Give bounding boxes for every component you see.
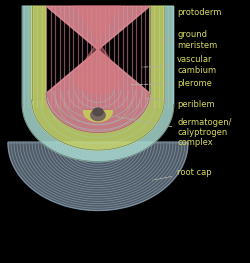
Polygon shape [22,6,174,161]
Text: vascular
cambium: vascular cambium [142,55,216,75]
Text: root cap: root cap [152,168,212,180]
Polygon shape [32,6,164,150]
Polygon shape [91,110,105,121]
Text: plerome: plerome [131,79,212,88]
Polygon shape [75,6,121,93]
Text: protoderm: protoderm [172,8,222,17]
Text: dermatogen/
calyptrogen
complex: dermatogen/ calyptrogen complex [116,117,232,148]
Text: periblem: periblem [146,98,215,109]
Polygon shape [93,108,103,116]
Polygon shape [84,111,112,122]
Polygon shape [46,6,150,133]
Text: ground
meristem: ground meristem [160,30,218,50]
Polygon shape [8,142,188,210]
